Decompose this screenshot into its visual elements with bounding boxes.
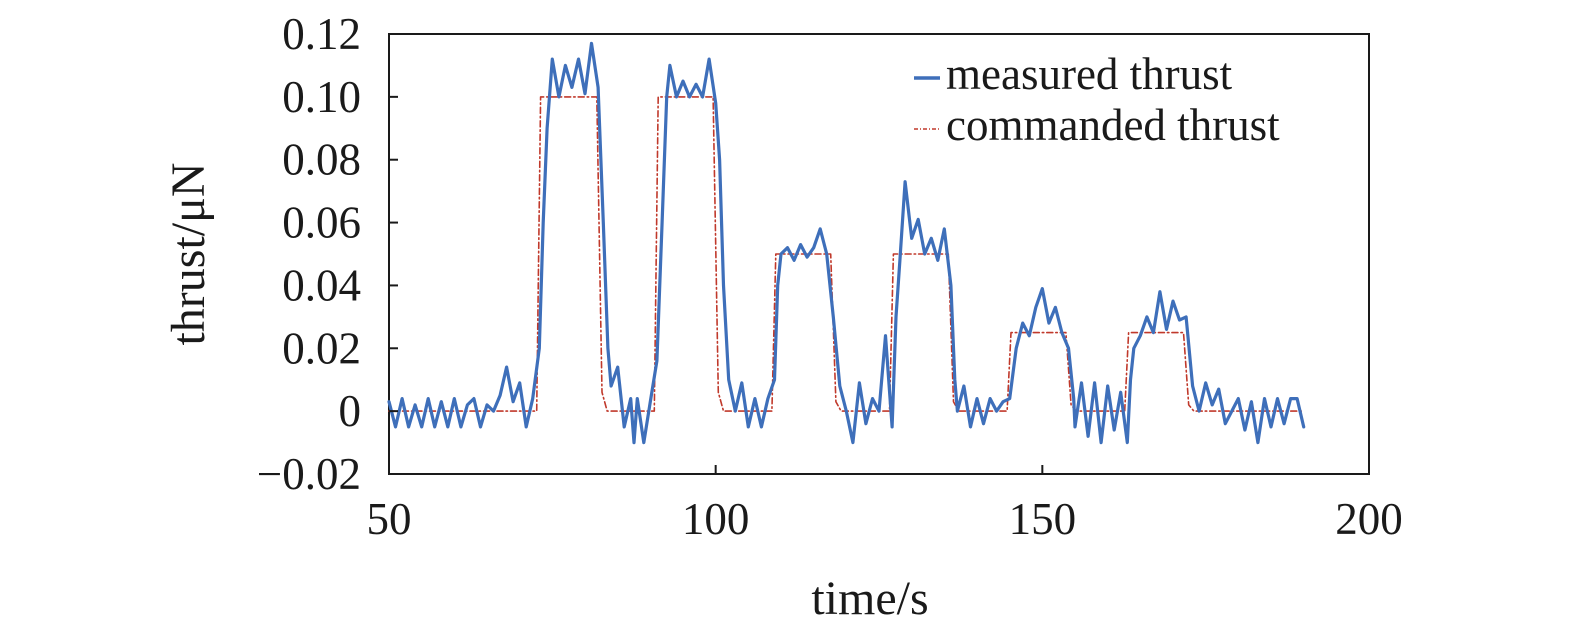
y-tick-label: 0.02 <box>282 323 361 373</box>
x-tick-label: 200 <box>1335 494 1403 544</box>
legend: measured thrust commanded thrust <box>914 49 1280 150</box>
y-axis-title: thrust/μN <box>162 162 215 345</box>
y-tick-label: 0 <box>339 386 362 436</box>
plot-area <box>388 33 1370 475</box>
legend-label-commanded-thrust: commanded thrust <box>946 100 1280 150</box>
series-layer <box>387 41 1306 445</box>
y-tick-label: 0.12 <box>282 9 361 59</box>
x-tick-label: 50 <box>367 494 412 544</box>
x-axis-title: time/s <box>811 572 928 625</box>
ticks-layer: 50 100 150 200 −0.02 0 0.02 0.04 0.06 0.08 0.10 0.1… <box>257 9 1403 544</box>
series-line-measured-thrust <box>387 41 1306 445</box>
legend-label-measured-thrust: measured thrust <box>946 49 1233 99</box>
y-tick-label: 0.08 <box>282 135 361 185</box>
y-tick-label: 0.10 <box>282 72 361 122</box>
y-tick-label: 0.06 <box>282 198 361 248</box>
plot-frame <box>388 33 1370 475</box>
y-tick-label: 0.04 <box>282 260 361 310</box>
x-tick-label: 150 <box>1009 494 1077 544</box>
y-tick-label: −0.02 <box>257 449 361 499</box>
x-tick-label: 100 <box>682 494 750 544</box>
